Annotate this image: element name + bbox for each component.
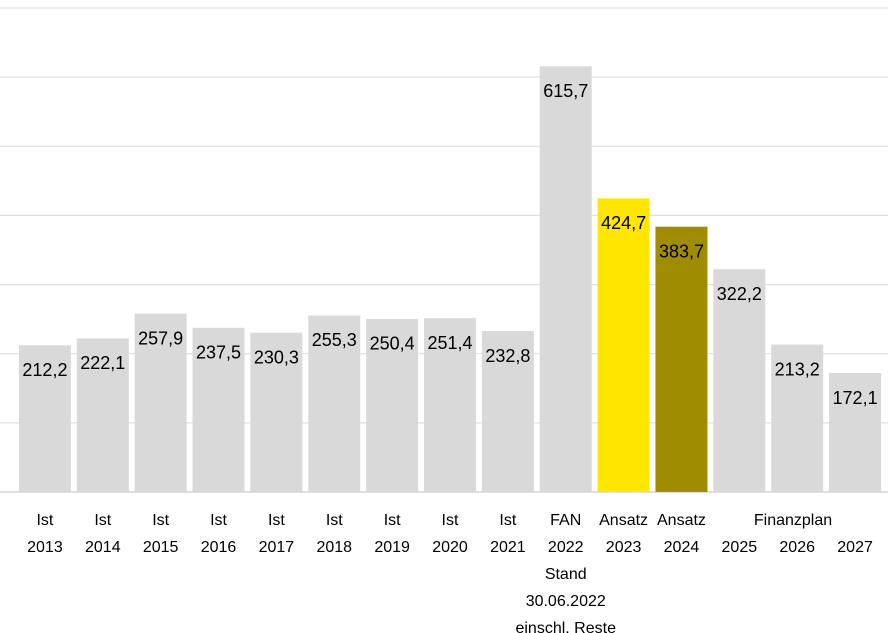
- bar: [771, 344, 824, 492]
- value-label: 424,7: [601, 213, 646, 233]
- x-tick-label: Ansatz: [657, 512, 706, 529]
- bar: [192, 327, 245, 492]
- x-tick-label: 2020: [432, 539, 468, 556]
- bar: [829, 373, 882, 492]
- x-tick-label: 2017: [259, 539, 295, 556]
- x-tick-label: Ist: [152, 512, 169, 529]
- bar: [539, 66, 592, 493]
- x-tick-label: einschl. Reste: [515, 620, 616, 633]
- value-label: 322,2: [717, 284, 762, 304]
- bar: [134, 313, 187, 492]
- x-tick-label: FAN: [550, 512, 581, 529]
- x-tick-label: Ist: [268, 512, 285, 529]
- x-tick-label: 2013: [27, 539, 63, 556]
- x-tick-label: 2016: [201, 539, 237, 556]
- value-label: 615,7: [543, 81, 588, 101]
- bar: [424, 318, 476, 492]
- x-tick-label: 2022: [548, 539, 584, 556]
- value-label: 251,4: [427, 333, 472, 353]
- bar: [713, 269, 766, 492]
- x-tick-label: 2027: [837, 539, 873, 556]
- x-tick-label: 2021: [490, 539, 526, 556]
- value-label: 230,3: [254, 348, 299, 368]
- value-label: 222,1: [80, 353, 125, 373]
- x-tick-label: 2014: [85, 539, 121, 556]
- bar: [655, 226, 708, 492]
- x-tick-label: 2015: [143, 539, 179, 556]
- x-tick-label: 2025: [722, 539, 758, 556]
- x-tick-label: Ist: [499, 512, 516, 529]
- group-label: Finanzplan: [754, 512, 832, 529]
- bar: [597, 198, 650, 492]
- bar: [76, 338, 129, 492]
- x-tick-label: Ist: [442, 512, 459, 529]
- x-tick-label: Ansatz: [599, 512, 648, 529]
- x-tick-label: 2023: [606, 539, 642, 556]
- x-tick-label: 2024: [664, 539, 700, 556]
- bar: [18, 345, 71, 492]
- x-tick-label: Ist: [384, 512, 401, 529]
- bar: [481, 331, 534, 492]
- x-tick-label: 2026: [779, 539, 815, 556]
- bar: [250, 332, 303, 492]
- value-label: 250,4: [370, 334, 415, 354]
- bar: [308, 315, 361, 492]
- value-label: 172,1: [833, 388, 878, 408]
- value-label: 213,2: [775, 359, 820, 379]
- x-tick-label: Ist: [94, 512, 111, 529]
- value-label: 212,2: [22, 360, 67, 380]
- x-tick-label: 30.06.2022: [526, 593, 606, 610]
- value-label: 257,9: [138, 328, 183, 348]
- x-tick-label: Ist: [326, 512, 343, 529]
- value-label: 255,3: [312, 330, 357, 350]
- x-tick-label: Ist: [36, 512, 53, 529]
- x-tick-label: 2019: [374, 539, 410, 556]
- x-tick-label: Stand: [545, 566, 587, 583]
- bar: [366, 318, 419, 492]
- x-tick-label: Ist: [210, 512, 227, 529]
- value-label: 232,8: [485, 346, 530, 366]
- value-label: 383,7: [659, 241, 704, 261]
- value-label: 237,5: [196, 343, 241, 363]
- x-tick-label: 2018: [316, 539, 352, 556]
